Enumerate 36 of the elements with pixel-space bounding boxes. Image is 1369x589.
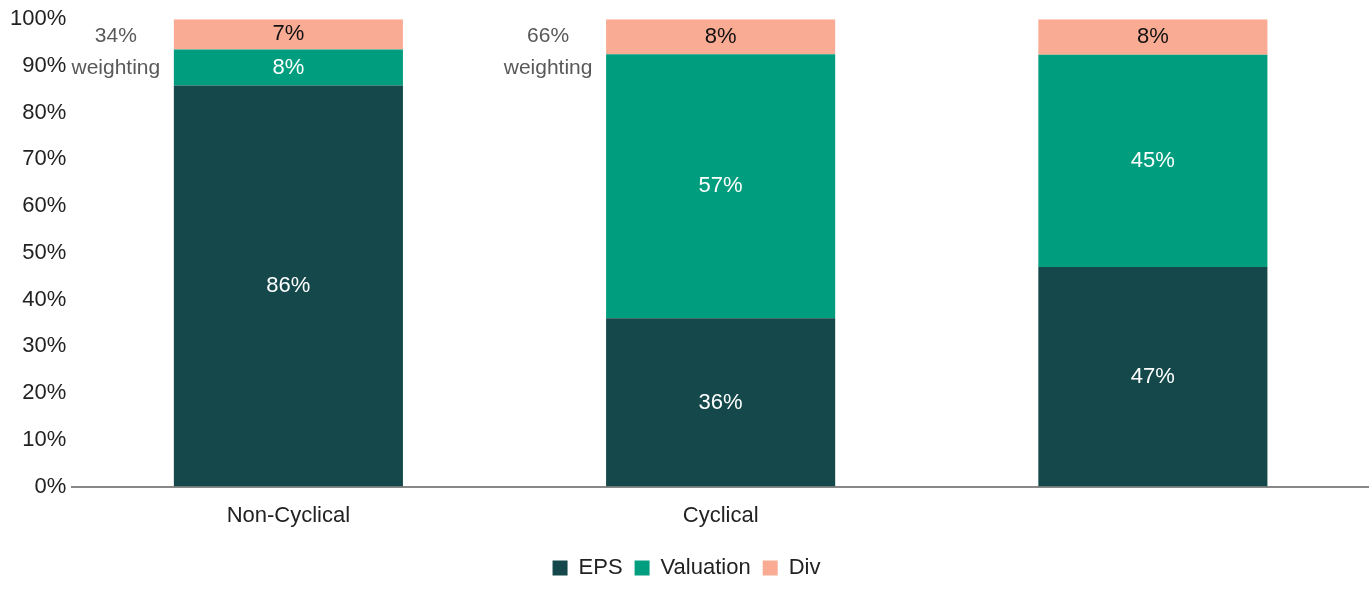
- annotation: 34% weighting: [70, 23, 161, 78]
- y-tick-label: 40%: [22, 285, 67, 311]
- y-tick-label: 60%: [22, 192, 67, 218]
- bar: [173, 19, 403, 50]
- data-label: 57%: [698, 172, 743, 198]
- legend-label: Valuation: [660, 554, 751, 580]
- x-tick-label: Non-Cyclical: [226, 501, 351, 527]
- data-label: 8%: [1136, 23, 1169, 49]
- y-tick-label: 70%: [22, 145, 67, 171]
- bar: [606, 318, 836, 487]
- data-label: 8%: [704, 22, 737, 48]
- y-tick-label: 20%: [22, 379, 67, 405]
- data-label: 8%: [272, 53, 305, 79]
- y-tick-label: 10%: [22, 425, 67, 451]
- y-tick-label: 0%: [34, 472, 67, 498]
- bar: [173, 49, 403, 86]
- y-tick-label: 100%: [9, 5, 67, 31]
- data-label: 86%: [266, 272, 311, 298]
- bar: [606, 54, 836, 319]
- bar: [1038, 266, 1268, 487]
- bar: [1038, 19, 1268, 55]
- data-label: 45%: [1130, 146, 1175, 172]
- legend-label: EPS: [578, 554, 623, 580]
- y-tick-label: 50%: [22, 238, 67, 264]
- y-tick-label: 30%: [22, 332, 67, 358]
- data-label: 36%: [698, 388, 743, 414]
- x-tick-label: Cyclical: [682, 501, 759, 527]
- data-label: 47%: [1130, 362, 1175, 388]
- bar: [606, 19, 836, 55]
- y-tick-label: 80%: [22, 98, 67, 124]
- y-tick-label: 90%: [22, 52, 67, 77]
- bar: [173, 85, 403, 487]
- data-label: 7%: [272, 20, 305, 46]
- bar: [1038, 54, 1268, 267]
- annotation: 66% weighting: [502, 23, 593, 78]
- legend-label: Div: [788, 554, 821, 580]
